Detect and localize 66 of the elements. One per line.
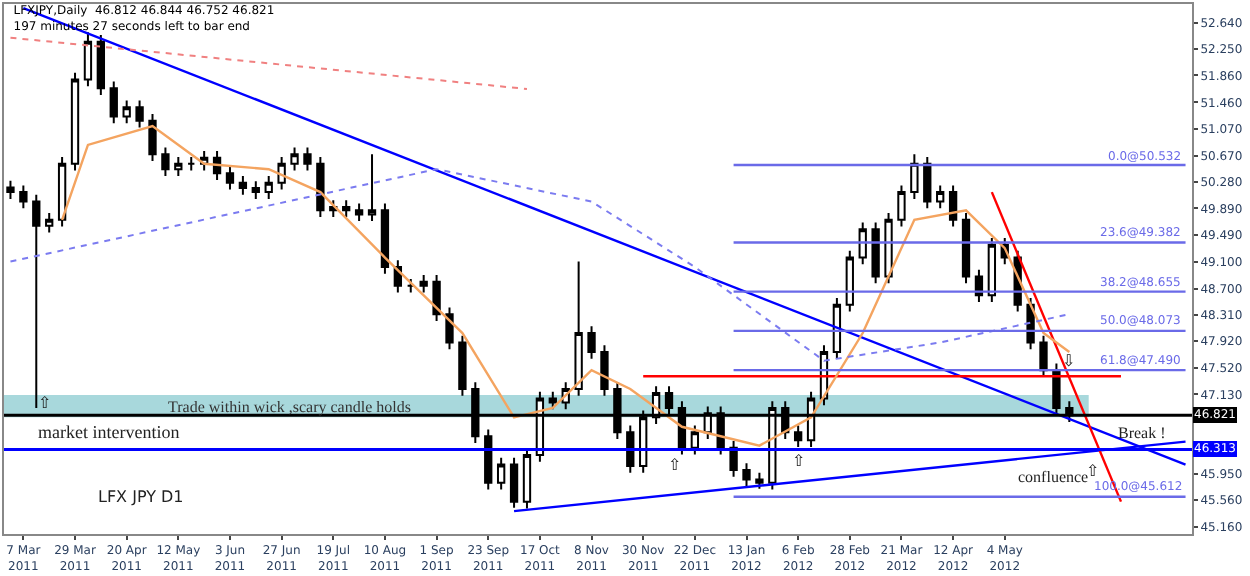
candlestick <box>45 212 54 234</box>
candlestick <box>845 249 854 313</box>
candlestick <box>6 179 15 200</box>
candlestick <box>342 199 351 219</box>
candlestick <box>419 274 428 294</box>
annotation: ⇩ <box>1062 352 1076 370</box>
candlestick <box>574 260 583 397</box>
candlestick <box>626 424 635 474</box>
candlestick <box>225 165 235 191</box>
candlestick <box>897 184 906 228</box>
candlestick <box>406 278 415 294</box>
candlestick <box>367 153 377 223</box>
candlestick <box>458 334 467 397</box>
candlestick <box>871 221 880 285</box>
candlestick <box>496 456 506 491</box>
candlestick <box>509 456 519 509</box>
candlestick <box>238 174 248 196</box>
candlestick <box>161 146 170 177</box>
candlestick <box>432 274 441 322</box>
candlestick <box>57 156 67 228</box>
band-label: Trade within wick ,scary candle holds <box>168 398 411 416</box>
candlestick <box>742 462 751 488</box>
candlestick <box>70 71 80 172</box>
candlestick <box>755 471 764 490</box>
candlestick <box>600 344 609 397</box>
candlestick <box>109 80 118 125</box>
annotation: ⇧ <box>38 394 52 412</box>
candlestick <box>793 424 803 449</box>
annotation: ⇧ <box>668 456 682 474</box>
candlestick <box>948 184 958 228</box>
candlestick <box>148 112 157 163</box>
candlestick <box>32 193 41 409</box>
candlestick <box>380 202 390 275</box>
candlestick <box>122 99 131 125</box>
candlestick <box>316 156 325 219</box>
candlestick <box>19 184 28 210</box>
candlestick <box>135 99 144 129</box>
candlestick <box>936 184 945 210</box>
candlestick <box>174 156 183 177</box>
candlestick <box>445 306 454 351</box>
candlestick <box>264 174 273 200</box>
annotation: LFX JPY D1 <box>98 488 184 506</box>
annotation: confluence <box>1018 468 1090 486</box>
candlestick <box>354 202 364 223</box>
candlestick <box>96 34 106 97</box>
candlestick <box>522 447 532 510</box>
candlestick <box>961 212 971 285</box>
candlestick <box>910 153 919 200</box>
candlestick <box>251 180 260 200</box>
candlestick <box>83 31 93 88</box>
candlestick <box>987 236 997 304</box>
annotation: ⇧ <box>792 452 806 470</box>
candlestick <box>587 325 596 360</box>
candlestick <box>290 146 299 172</box>
candlestick <box>858 221 867 266</box>
annotation: Break ! <box>1118 424 1166 442</box>
candlestick <box>303 146 312 172</box>
annotation: ⇧ <box>1086 462 1100 480</box>
candlestick <box>923 156 932 210</box>
candlestick <box>690 424 700 456</box>
annotation: market intervention <box>38 422 181 442</box>
candlestick <box>884 212 893 285</box>
candlestick <box>548 390 557 411</box>
candlestick <box>1039 334 1048 378</box>
candlestick <box>484 428 493 491</box>
candlestick <box>187 156 196 172</box>
